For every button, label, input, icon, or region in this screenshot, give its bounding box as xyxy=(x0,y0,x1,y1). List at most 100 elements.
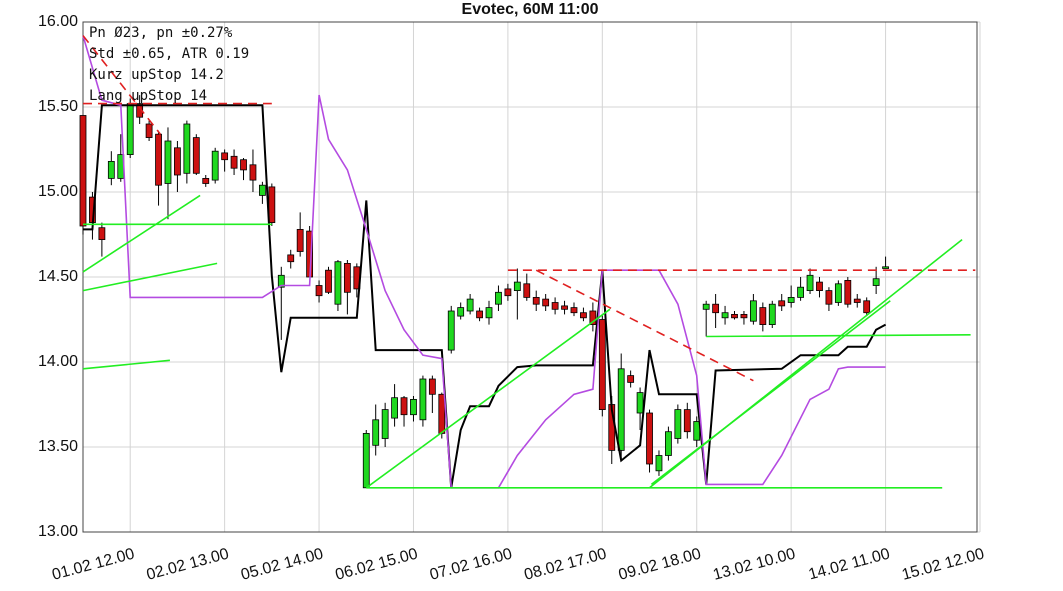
overlay-line xyxy=(365,308,611,489)
candle-body xyxy=(485,307,493,319)
candle-body xyxy=(476,310,483,319)
candle-body xyxy=(457,307,465,317)
candle-body xyxy=(655,455,663,472)
candle-body xyxy=(627,375,635,383)
overlay-line xyxy=(82,359,170,370)
candle-body xyxy=(240,159,247,171)
candle-body xyxy=(778,300,786,307)
candle-body xyxy=(438,393,446,434)
candle-body xyxy=(410,398,417,416)
candle-body xyxy=(155,133,162,186)
candle-body xyxy=(513,281,521,292)
candle-body xyxy=(570,307,578,314)
candle-body xyxy=(334,261,342,305)
overlay-line xyxy=(82,35,162,135)
candle-body xyxy=(98,227,106,240)
candle-body xyxy=(816,281,823,292)
candle-body xyxy=(325,269,332,293)
y-tick-label: 13.00 xyxy=(38,523,78,540)
candle-body xyxy=(79,115,87,227)
candle-body xyxy=(164,140,172,184)
candle-body xyxy=(872,278,880,286)
plot-frame xyxy=(82,21,978,533)
candle-body xyxy=(636,392,644,414)
y-tick-label: 14.50 xyxy=(38,268,78,285)
overlay-line xyxy=(83,104,887,488)
candle-body xyxy=(806,274,814,291)
candle-body xyxy=(523,283,531,298)
candle-body xyxy=(542,298,550,307)
candle-body xyxy=(863,300,871,314)
annotation: Std ±0.65, ATR 0.19 xyxy=(89,46,249,62)
candle-body xyxy=(287,254,295,263)
candle-body xyxy=(598,319,606,410)
candle-body xyxy=(580,312,587,319)
candle-body xyxy=(712,303,720,314)
candle-body xyxy=(665,431,672,456)
candle-body xyxy=(202,177,210,184)
candle-body xyxy=(853,298,861,303)
candle-body xyxy=(419,378,427,421)
candle-body xyxy=(400,397,408,416)
candle-body xyxy=(343,262,351,293)
candle-body xyxy=(107,160,115,179)
y-tick-label: 14.00 xyxy=(38,353,78,370)
candle-body xyxy=(183,123,191,174)
candle-body xyxy=(693,421,701,441)
candle-body xyxy=(381,409,389,439)
candle-body xyxy=(834,283,842,303)
candle-body xyxy=(126,103,134,155)
candle-body xyxy=(174,147,181,176)
candle-body xyxy=(249,164,257,181)
candle-body xyxy=(561,305,568,310)
candle-body xyxy=(532,296,540,305)
candle-body xyxy=(504,288,512,297)
candle-body xyxy=(428,378,436,395)
annotation: Pn Ø23, pn ±0.27% xyxy=(89,25,233,41)
chart-title: Evotec, 60M 11:00 xyxy=(462,1,599,18)
candle-body xyxy=(145,123,153,139)
candle-body xyxy=(372,419,380,446)
y-tick-label: 16.00 xyxy=(38,13,78,30)
annotation: Lang upStop 14 xyxy=(89,88,207,104)
candle-body xyxy=(466,298,474,312)
candle-body xyxy=(230,155,238,169)
overlay-line xyxy=(650,300,891,486)
overlay-line xyxy=(82,262,218,292)
y-tick-label: 13.50 xyxy=(38,438,78,455)
candle-body xyxy=(825,290,833,305)
candle-body xyxy=(495,291,502,305)
candle-body xyxy=(589,310,597,326)
candle-body xyxy=(740,313,748,319)
overlay-line xyxy=(535,269,754,382)
candle-body xyxy=(702,303,710,310)
candle-body xyxy=(721,312,729,319)
candle-body xyxy=(391,397,398,419)
candle-body xyxy=(787,296,795,303)
candle-body xyxy=(315,285,323,297)
candle-body xyxy=(192,137,200,174)
y-tick-label: 15.00 xyxy=(38,183,78,200)
candle-body xyxy=(646,412,653,465)
candle-body xyxy=(617,368,625,451)
candle-body xyxy=(221,152,229,161)
overlay-line xyxy=(82,194,201,273)
candle-body xyxy=(749,300,757,322)
candle-body xyxy=(551,302,559,310)
candle-body xyxy=(731,313,738,319)
candle-body xyxy=(296,228,304,252)
candle-body xyxy=(844,279,852,305)
candle-body xyxy=(277,274,285,288)
candle-body xyxy=(768,303,776,326)
candle-body xyxy=(683,409,691,433)
annotation: Kurz upStop 14.2 xyxy=(89,67,224,83)
overlay-line xyxy=(82,35,886,489)
candle-body xyxy=(362,432,370,489)
candle-body xyxy=(674,409,682,439)
overlay-line xyxy=(706,334,971,338)
candle-body xyxy=(759,307,767,326)
y-tick-label: 15.50 xyxy=(38,98,78,115)
candle-body xyxy=(882,266,889,269)
candle-body xyxy=(447,310,455,351)
